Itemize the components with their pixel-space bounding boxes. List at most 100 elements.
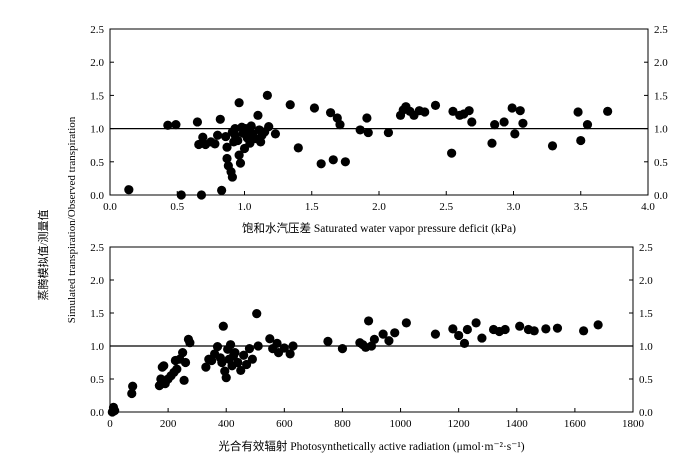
data-point (515, 106, 525, 116)
data-point (500, 324, 510, 335)
data-point (593, 320, 603, 330)
data-point (221, 373, 231, 383)
data-point (270, 129, 281, 139)
data-point (285, 100, 295, 110)
data-point (454, 330, 464, 341)
data-point (246, 121, 256, 131)
data-point (325, 108, 336, 118)
y-tick-label-right: 0.5 (654, 157, 668, 169)
ylabel-english: Simulated transpiration/Observed transpi… (66, 116, 78, 323)
data-point (288, 341, 298, 351)
data-point (235, 158, 246, 168)
y-tick-label-right: 1.0 (654, 124, 668, 136)
data-point (293, 143, 303, 153)
data-point (285, 349, 295, 359)
data-point (603, 106, 613, 116)
vpd-scatter-panel: 0.0 0.5 1.0 1.5 2.0 2.5 3.0 3.5 4.00.0 0.00.5 0.51… (90, 24, 668, 235)
data-point (127, 388, 137, 399)
data-point (227, 172, 237, 182)
x-tick-label: 0 (107, 418, 113, 430)
data-point (309, 103, 320, 113)
data-point (196, 190, 207, 200)
x-axis-title: 饱和水汽压差 Saturated water vapor pressure de… (242, 221, 516, 235)
x-tick-label: 2.0 (372, 201, 386, 213)
y-tick-label-left: 1.5 (90, 308, 104, 320)
data-point (194, 139, 204, 150)
data-point (185, 338, 195, 348)
y-tick-label-right: 1.0 (639, 341, 653, 353)
data-point (464, 106, 474, 116)
x-tick-label: 1600 (564, 418, 587, 430)
x-tick-label: 600 (276, 418, 293, 430)
data-point (328, 155, 338, 165)
data-point (420, 107, 430, 117)
data-point (171, 120, 181, 130)
data-point (447, 148, 457, 158)
y-tick-label-left: 1.5 (90, 90, 104, 102)
data-point (210, 139, 220, 149)
data-point (236, 365, 246, 376)
x-tick-label: 400 (218, 418, 235, 430)
data-point (110, 406, 120, 416)
data-point (222, 153, 232, 164)
x-axis-title: 光合有效辐射 Photosynthetically active radiati… (218, 439, 524, 453)
data-point (178, 348, 188, 358)
data-point (215, 114, 225, 124)
data-point (198, 132, 208, 142)
x-tick-label: 200 (160, 418, 177, 430)
x-tick-label: 1800 (622, 418, 645, 430)
data-point (201, 362, 211, 372)
x-tick-label: 4.0 (641, 201, 655, 213)
data-point (230, 348, 240, 358)
y-tick-label-left: 0.5 (90, 374, 104, 386)
data-point (487, 138, 497, 148)
data-point (179, 375, 189, 385)
data-point (337, 344, 348, 354)
data-point (159, 361, 169, 371)
data-point (272, 338, 282, 348)
data-point (128, 381, 138, 391)
data-point (579, 326, 589, 336)
data-point (467, 117, 477, 127)
data-point (362, 113, 372, 123)
y-tick-label-right: 2.0 (654, 57, 668, 69)
data-point (244, 344, 255, 354)
data-point (518, 118, 528, 128)
data-point (180, 357, 191, 368)
data-point (172, 364, 182, 374)
x-tick-label: 2.5 (439, 201, 453, 213)
data-point (323, 336, 333, 346)
data-point (252, 309, 262, 319)
x-tick-label: 800 (334, 418, 351, 430)
data-point (279, 343, 289, 353)
data-point (217, 185, 227, 195)
data-point (239, 350, 249, 360)
data-point (217, 357, 227, 368)
data-point (378, 329, 388, 339)
y-tick-label-left: 0.5 (90, 157, 104, 169)
data-point (218, 321, 228, 331)
data-point (529, 326, 539, 336)
plot-frame (109, 246, 634, 413)
data-point (124, 185, 134, 195)
data-point (262, 90, 272, 100)
y-tick-label-right: 2.5 (654, 24, 668, 36)
data-point (582, 120, 593, 130)
data-point (340, 157, 350, 167)
ylabel-chinese: 蒸腾模拟值/测量值 (36, 209, 50, 300)
y-tick-label-right: 0.5 (639, 374, 653, 386)
data-point (234, 150, 244, 160)
x-tick-label: 0.0 (103, 201, 117, 213)
data-point (212, 342, 223, 352)
data-point (459, 338, 470, 348)
data-point (576, 135, 586, 146)
y-tick-label-left: 1.0 (90, 341, 104, 353)
data-point (552, 323, 563, 333)
y-tick-label-left: 2.5 (90, 24, 104, 36)
data-point (176, 190, 186, 200)
data-point (213, 130, 223, 140)
x-tick-label: 1.5 (305, 201, 319, 213)
y-tick-label-left: 2.5 (90, 242, 104, 254)
data-point (390, 328, 400, 338)
